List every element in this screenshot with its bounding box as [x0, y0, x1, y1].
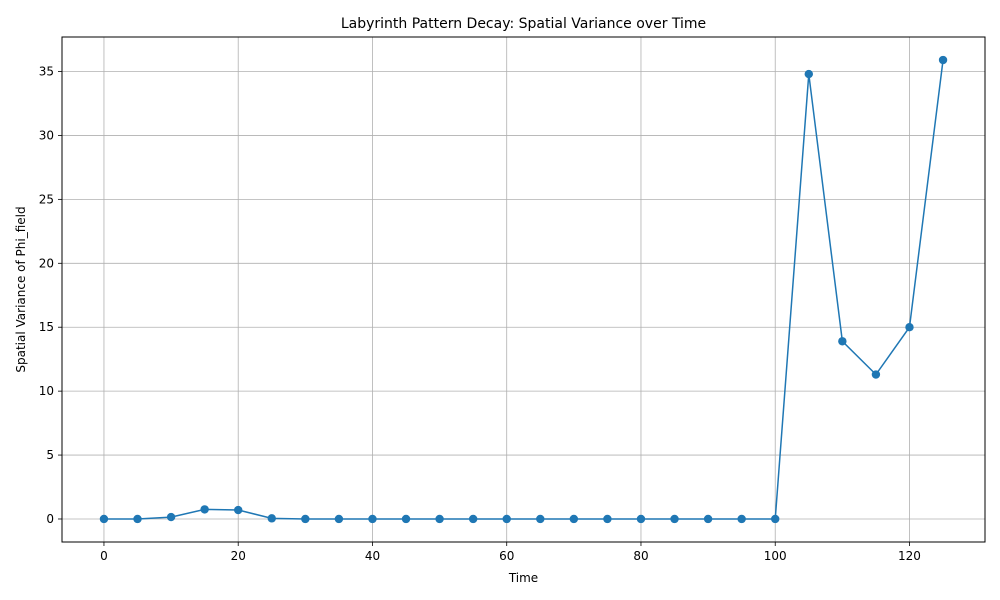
- data-point: [401, 514, 411, 524]
- data-point: [133, 514, 142, 524]
- axis-ticks: 0 20 40 60 80 100 120 0 5 10 15 20 25 30 35: [39, 65, 921, 563]
- plot-area-frame: [61, 36, 986, 543]
- data-point: [536, 514, 545, 524]
- data-point: [670, 514, 679, 524]
- y-tick-label: 30: [39, 128, 54, 142]
- data-point: [804, 69, 813, 79]
- data-point: [737, 514, 746, 524]
- data-point: [200, 505, 209, 514]
- x-tick-label: 20: [231, 549, 246, 563]
- y-tick-label: 15: [39, 320, 54, 334]
- data-point: [267, 514, 276, 523]
- data-point: [334, 514, 344, 524]
- data-point: [905, 323, 914, 332]
- series: [99, 55, 948, 524]
- x-tick-label: 40: [365, 549, 380, 563]
- y-axis-label: Spatial Variance of Phi_field: [14, 206, 28, 372]
- x-tick-label: 120: [898, 549, 921, 563]
- data-point: [771, 514, 780, 524]
- x-tick-label: 100: [764, 549, 787, 563]
- data-point: [99, 514, 109, 524]
- data-point: [468, 514, 478, 524]
- data-point: [234, 505, 243, 515]
- data-point: [301, 514, 310, 524]
- x-tick-label: 60: [499, 549, 514, 563]
- data-point: [569, 514, 579, 524]
- data-point: [636, 514, 646, 524]
- grid: [62, 37, 985, 542]
- y-tick-label: 5: [46, 448, 54, 462]
- y-tick-label: 25: [39, 192, 54, 206]
- data-point: [166, 512, 176, 522]
- x-tick-label: 0: [100, 549, 108, 563]
- data-point: [871, 370, 881, 379]
- chart-title: Labyrinth Pattern Decay: Spatial Varianc…: [341, 16, 706, 32]
- data-point: [435, 514, 444, 524]
- data-point: [603, 514, 612, 524]
- x-tick-label: 80: [633, 549, 648, 563]
- data-point: [368, 514, 377, 524]
- x-axis-label: Time: [508, 571, 538, 585]
- data-point: [502, 514, 511, 524]
- data-point: [838, 337, 847, 346]
- series-line: [103, 59, 944, 520]
- y-tick-label: 10: [39, 384, 54, 398]
- data-point: [938, 55, 948, 65]
- y-tick-label: 0: [46, 512, 54, 526]
- y-tick-label: 35: [39, 65, 54, 79]
- data-point: [703, 514, 713, 524]
- y-tick-label: 20: [39, 256, 54, 270]
